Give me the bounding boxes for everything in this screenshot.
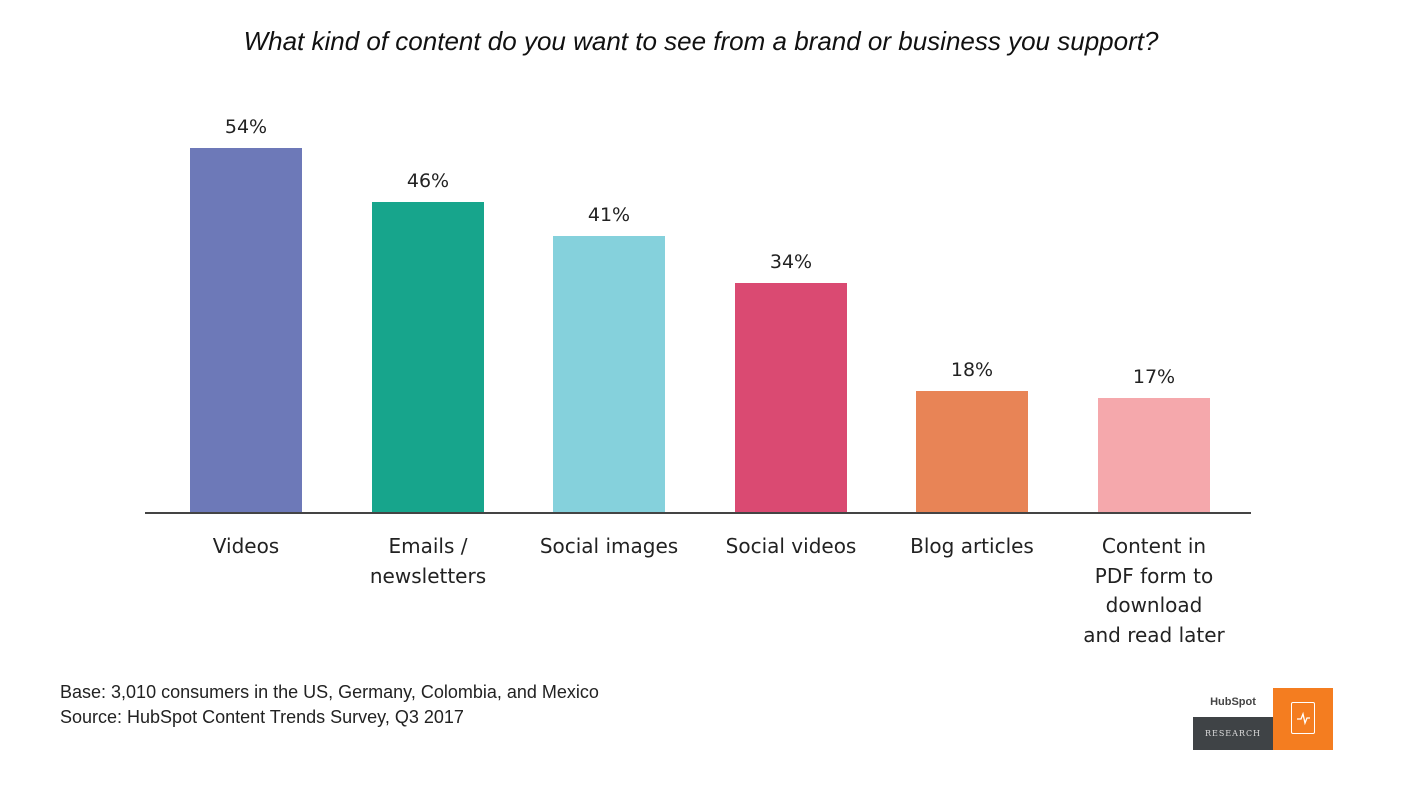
bar-value-label: 41%	[587, 204, 631, 226]
hubspot-wordmark: HubSpot	[1193, 688, 1273, 717]
bar	[553, 236, 665, 513]
research-label: RESEARCH	[1193, 717, 1273, 750]
bar-value-label: 18%	[950, 359, 994, 381]
footnote-source: Source: HubSpot Content Trends Survey, Q…	[60, 707, 464, 727]
bar	[735, 283, 847, 513]
footnote-base: Base: 3,010 consumers in the US, Germany…	[60, 682, 599, 702]
bar-value-label: 17%	[1132, 366, 1176, 388]
category-label: Content in PDF form to download and read…	[1083, 534, 1225, 647]
bar	[916, 391, 1028, 513]
bar-value-label: 46%	[406, 170, 450, 192]
chart-title: What kind of content do you want to see …	[243, 26, 1159, 56]
footnote: Base: 3,010 consumers in the US, Germany…	[60, 680, 599, 730]
clipboard-icon	[1273, 688, 1333, 750]
category-label: Emails / newsletters	[369, 534, 487, 588]
category-label: Blog articles	[910, 534, 1034, 558]
bar-value-label: 54%	[224, 116, 268, 138]
bar	[1098, 398, 1210, 513]
bar	[190, 148, 302, 513]
x-axis-line	[145, 512, 1251, 514]
category-label: Videos	[212, 534, 280, 558]
hubspot-research-logo: HubSpot RESEARCH	[1193, 688, 1333, 750]
bar-value-label: 34%	[769, 251, 813, 273]
category-label: Social videos	[725, 534, 857, 558]
bar	[372, 202, 484, 513]
category-label: Social images	[539, 534, 679, 558]
